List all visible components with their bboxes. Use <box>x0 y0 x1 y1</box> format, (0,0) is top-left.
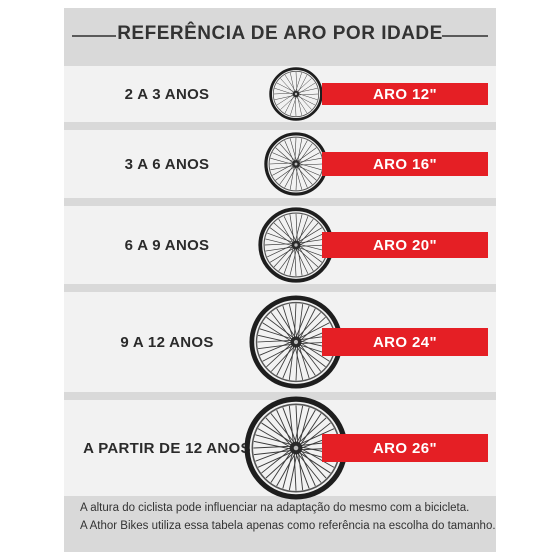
row-6-9-years: 6 A 9 ANOS ARO 20" <box>64 206 496 284</box>
bicycle-wheel-icon <box>269 67 323 121</box>
age-label: 6 A 9 ANOS <box>124 236 210 254</box>
row-3-6-years: 3 A 6 ANOS ARO 16" <box>64 130 496 198</box>
size-chart-poster: REFERÊNCIA DE ARO POR IDADE 2 A 3 ANOS A… <box>64 8 496 552</box>
age-label: 2 A 3 ANOS <box>124 85 210 103</box>
age-label: 9 A 12 ANOS <box>120 333 214 351</box>
rim-size-tag: ARO 12" <box>322 83 488 105</box>
rim-size-tag: ARO 20" <box>322 232 488 258</box>
row-9-12-years: 9 A 12 ANOS ARO 24" <box>64 292 496 392</box>
rim-size-tag: ARO 24" <box>322 328 488 356</box>
title-rule-right <box>442 35 488 37</box>
rim-size-tag: ARO 26" <box>322 434 488 462</box>
title-rule-left <box>72 35 116 37</box>
row-2-3-years: 2 A 3 ANOS ARO 12" <box>64 66 496 122</box>
footnote-height: A altura do ciclista pode influenciar na… <box>80 502 470 514</box>
footnote-reference: A Athor Bikes utiliza essa tabela apenas… <box>80 520 496 532</box>
age-label: A PARTIR DE 12 ANOS <box>83 439 251 457</box>
bicycle-wheel-icon <box>249 295 343 389</box>
bicycle-wheel-icon <box>244 396 348 500</box>
bicycle-wheel-icon <box>264 132 328 196</box>
row-from-12-years: A PARTIR DE 12 ANOS ARO 26" <box>64 396 496 500</box>
rim-size-tag: ARO 16" <box>322 152 488 176</box>
title-bar: REFERÊNCIA DE ARO POR IDADE <box>64 22 496 48</box>
age-label: 3 A 6 ANOS <box>124 155 210 173</box>
chart-title: REFERÊNCIA DE ARO POR IDADE <box>117 23 443 44</box>
